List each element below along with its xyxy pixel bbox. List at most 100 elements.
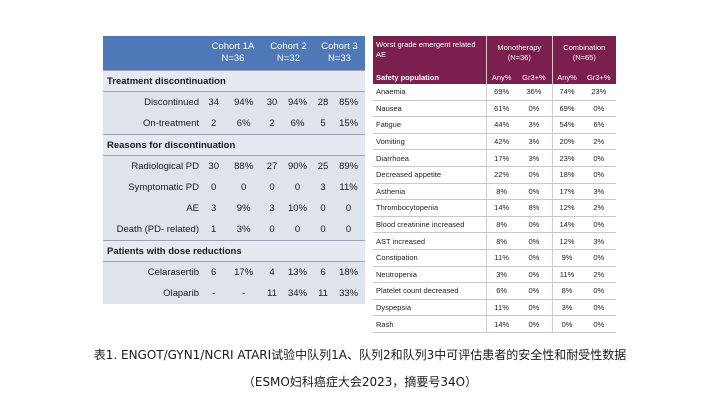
cohort-discontinuation-table: Cohort 1A N=36 Cohort 2 N=32 Cohort 3 N=33 Tre… [103,36,365,304]
cohort-n: N=32 [276,53,300,64]
ae-label: Asthenia [373,183,487,201]
table-row: On-treatment 2 6% 2 6% 5 15% [103,113,365,135]
table-row: Asthenia 8% 0% 17% 3% [373,183,616,201]
cell-value: 0% [581,315,616,333]
cell-value: 3% [516,116,553,134]
cell-value: 0% [551,315,582,333]
cell-value: 54% [551,116,582,134]
cell-value: 18% [339,267,359,278]
cell-value: - [212,288,216,299]
ae-label: Anaemia [373,84,487,101]
cell-value: 4 [269,267,275,278]
cohort-header: Cohort 1A N=36 [203,36,263,71]
cell-value: 10% [288,203,308,214]
cohort-header: Cohort 2 N=32 [262,36,314,71]
cell-value: 11 [318,288,328,299]
cell-value: 44% [486,116,517,134]
cell-value: 15% [339,118,359,129]
cell-value: 0% [581,216,616,234]
cell-value: 2% [581,266,616,284]
adverse-events-table: Worst grade emergent related AE Monothera… [373,36,616,333]
cell-value: 30 [208,161,219,172]
cell-value: 11% [486,249,517,267]
ae-label: Platelet count decreased [373,282,487,300]
cell-value: 3% [236,224,251,235]
ae-header-row: Worst grade emergent related AE Monothera… [373,36,616,70]
cell-value: 8% [516,199,553,217]
subheader-cell: Any% [551,70,582,84]
row-label: Discontinued [144,97,199,108]
cell-value: 90% [288,161,308,172]
cell-value: 3% [516,149,553,167]
cell-value: 27 [266,161,278,172]
cell-value: 6% [236,118,251,129]
cell-value: 89% [339,161,359,172]
cell-value: 11% [486,299,517,317]
cell-value: 6% [486,282,517,300]
cell-value: 3% [551,299,582,317]
cell-value: 42% [486,133,517,151]
table-row: Celarasertib 6 17% 4 13% 6 18% [103,262,365,284]
ae-label: Diarrhoea [373,149,487,167]
cell-value: 14% [486,315,517,333]
group-name: Monotherapy [497,43,542,52]
cell-value: 0 [345,203,352,214]
cell-value: 0% [516,282,553,300]
cell-value: 0% [516,299,553,317]
table-row: AE 3 9% 3 10% 0 0 [103,198,365,219]
cell-value: 3% [581,183,616,201]
cell-value: 22% [486,166,517,184]
cell-value: 0% [516,266,553,284]
table-row: Anaemia 69% 36% 74% 23% [373,84,616,101]
ae-label: Blood creatinine increased [373,216,487,234]
cell-value: 74% [551,84,582,101]
row-label: Radiological PD [131,161,199,172]
cohort-name: Cohort 2 [270,41,307,52]
cell-value: 12% [551,199,582,217]
cell-value: 0% [581,166,616,184]
cell-value: 17% [551,183,582,201]
cohort-header-row: Cohort 1A N=36 Cohort 2 N=32 Cohort 3 N=33 [103,36,365,71]
table-row: Platelet count decreased 6% 0% 8% 0% [373,282,616,300]
cell-value: 3% [516,133,553,151]
section-row: Treatment discontinuation [103,70,365,92]
row-label: On-treatment [143,118,199,129]
cell-value: 17% [234,267,254,278]
cell-value: 0 [269,182,275,193]
table-row: Rash 14% 0% 0% 0% [373,315,616,333]
table-row: Constipation 11% 0% 9% 0% [373,249,616,267]
table-row: Discontinued 34 94% 30 94% 28 85% [103,92,365,114]
cell-value: 0% [581,249,616,267]
cell-value: 0% [516,166,553,184]
section-row: Patients with dose reductions [103,240,365,262]
row-label: Symptomatic PD [128,182,199,193]
cell-value: 34 [208,97,219,108]
cell-value: 88% [234,161,254,172]
cell-value: 0% [516,100,553,118]
cell-value: 3% [486,266,517,284]
cohort-n: N=33 [327,53,351,64]
cell-value: 3% [581,232,616,250]
cell-value: 3 [211,203,217,214]
cell-value: 25 [317,161,329,172]
cell-value: 6 [320,267,326,278]
cell-value: 0% [516,315,553,333]
cell-value: 13% [288,267,308,278]
cell-value: 94% [234,97,254,108]
cell-value: 17% [486,149,517,167]
cell-value: 34% [288,288,308,299]
cell-value: 9% [551,249,582,267]
cell-value: 5 [320,118,326,129]
table-row: Decreased appetite 22% 0% 18% 0% [373,166,616,184]
cohort-n: N=36 [221,53,245,64]
cell-value: 69% [486,84,517,101]
ae-label: Vomiting [373,133,487,151]
cell-value: 12% [551,232,582,250]
cell-value: 18% [551,166,582,184]
table-row: Nausea 61% 0% 69% 0% [373,100,616,118]
table-row: Death (PD- related) 1 3% 0 0 0 0 [103,219,365,241]
table-row: Dyspepsia 11% 0% 3% 0% [373,299,616,317]
safety-population-label: Safety population [373,70,487,84]
subheader-cell: Gr3+% [581,70,616,84]
cell-value: 85% [339,97,359,108]
